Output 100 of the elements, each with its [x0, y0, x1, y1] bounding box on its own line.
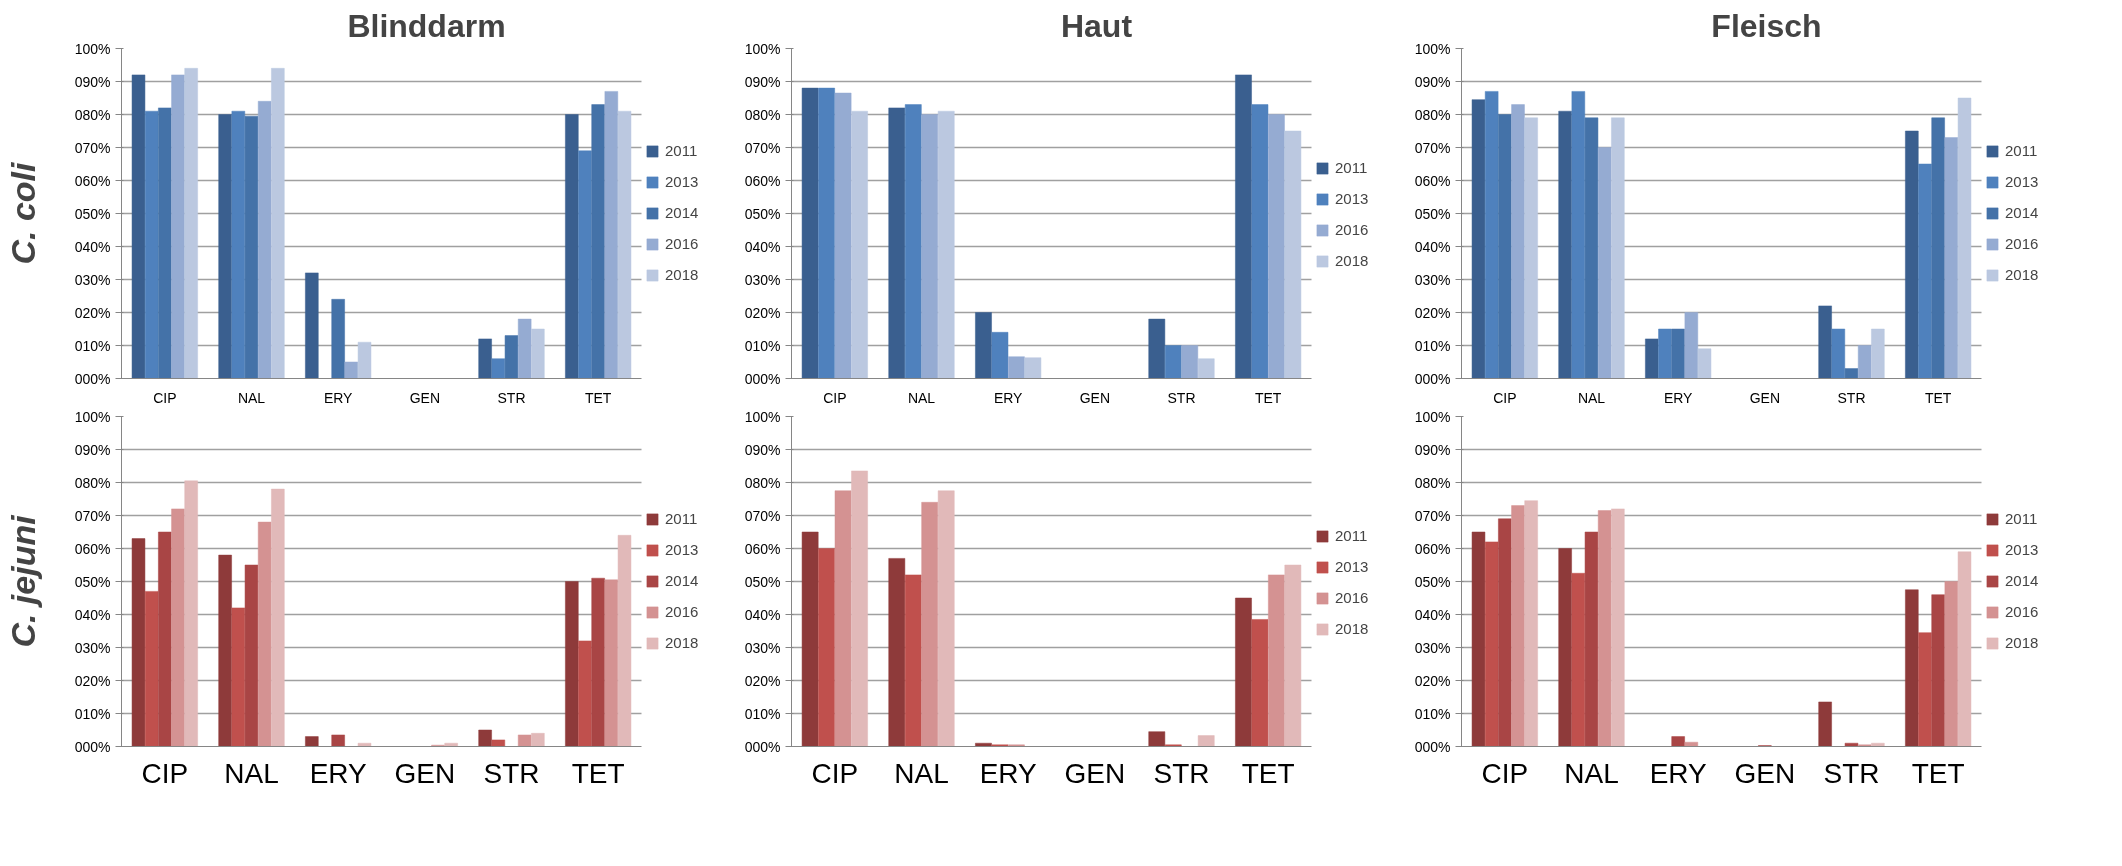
y-tick-label: 040%: [1414, 238, 1451, 255]
y-tick-label: 010%: [74, 705, 111, 722]
legend-label: 2016: [2005, 235, 2039, 252]
legend-label: 2011: [665, 142, 698, 159]
y-tick-label: 100%: [1414, 40, 1451, 57]
legend-label: 2018: [1335, 252, 1369, 269]
y-tick-label: 050%: [1414, 205, 1451, 222]
y-tick-label: 080%: [74, 474, 111, 491]
legend-label: 2011: [2005, 510, 2038, 527]
x-tick-label: NAL: [907, 389, 936, 406]
y-tick-label: 080%: [74, 106, 111, 123]
chart-title: Blinddarm: [347, 7, 506, 44]
y-tick-label: 000%: [1414, 370, 1451, 387]
legend-label: 2013: [1335, 190, 1369, 207]
y-tick-label: 040%: [744, 238, 781, 255]
y-tick-label: 010%: [1414, 337, 1451, 354]
y-tick-label: 000%: [744, 370, 781, 387]
y-tick-label: 100%: [74, 408, 111, 425]
y-tick-label: 000%: [1414, 738, 1451, 755]
y-tick-label: 020%: [744, 304, 781, 321]
x-tick-label: STR: [497, 389, 526, 406]
x-tick-label: STR: [483, 757, 540, 789]
legend-label: 2016: [1335, 589, 1369, 606]
legend-label: 2011: [2005, 142, 2038, 159]
y-tick-label: 090%: [74, 441, 111, 458]
y-tick-label: 030%: [744, 271, 781, 288]
x-tick-label: GEN: [1064, 757, 1126, 789]
x-tick-label: TET: [584, 389, 612, 406]
y-tick-label: 080%: [1414, 106, 1451, 123]
x-tick-label: CIP: [153, 389, 177, 406]
x-tick-label: CIP: [141, 757, 189, 789]
x-tick-label: ERY: [979, 757, 1038, 789]
y-tick-label: 020%: [74, 672, 111, 689]
x-tick-label: CIP: [1493, 389, 1517, 406]
legend-label: 2014: [665, 572, 699, 589]
y-tick-label: 100%: [744, 408, 781, 425]
y-tick-label: 090%: [1414, 441, 1451, 458]
y-tick-label: 010%: [744, 337, 781, 354]
x-tick-label: STR: [1153, 757, 1210, 789]
y-tick-label: 030%: [74, 639, 111, 656]
x-tick-label: STR: [1823, 757, 1880, 789]
y-tick-label: 020%: [74, 304, 111, 321]
x-tick-label: GEN: [1734, 757, 1796, 789]
legend-label: 2016: [665, 235, 699, 252]
y-tick-label: 080%: [744, 474, 781, 491]
legend-label: 2016: [1335, 221, 1369, 238]
x-tick-label: CIP: [811, 757, 859, 789]
y-tick-label: 040%: [74, 606, 111, 623]
x-tick-label: NAL: [1577, 389, 1606, 406]
x-tick-label: ERY: [993, 389, 1024, 406]
y-tick-label: 060%: [744, 172, 781, 189]
legend-label: 2016: [2005, 603, 2039, 620]
y-tick-label: 080%: [1414, 474, 1451, 491]
y-tick-label: 090%: [74, 73, 111, 90]
x-tick-label: NAL: [1564, 757, 1619, 789]
x-tick-label: CIP: [1481, 757, 1529, 789]
y-tick-label: 060%: [74, 540, 111, 557]
y-tick-label: 100%: [744, 40, 781, 57]
legend-label: 2013: [665, 173, 699, 190]
y-tick-label: 060%: [74, 172, 111, 189]
y-axis-title: C. jejuni: [3, 513, 42, 648]
y-tick-label: 040%: [744, 606, 781, 623]
y-tick-label: 030%: [1414, 639, 1451, 656]
x-tick-label: ERY: [323, 389, 354, 406]
y-tick-label: 030%: [744, 639, 781, 656]
y-tick-label: 070%: [74, 507, 111, 524]
y-tick-label: 100%: [1414, 408, 1451, 425]
y-tick-label: 000%: [74, 370, 111, 387]
x-tick-label: TET: [1254, 389, 1282, 406]
y-tick-label: 090%: [1414, 73, 1451, 90]
legend-label: 2018: [2005, 266, 2039, 283]
y-tick-label: 050%: [744, 205, 781, 222]
x-tick-label: STR: [1167, 389, 1196, 406]
y-tick-label: 000%: [74, 738, 111, 755]
y-tick-label: 080%: [744, 106, 781, 123]
y-tick-label: 050%: [74, 573, 111, 590]
legend-label: 2013: [1335, 558, 1369, 575]
legend-label: 2018: [2005, 634, 2039, 651]
y-tick-label: 070%: [1414, 139, 1451, 156]
x-tick-label: NAL: [237, 389, 266, 406]
y-tick-label: 030%: [1414, 271, 1451, 288]
y-tick-label: 030%: [74, 271, 111, 288]
x-tick-label: GEN: [409, 389, 441, 406]
y-tick-label: 050%: [74, 205, 111, 222]
y-tick-label: 010%: [744, 705, 781, 722]
x-tick-label: STR: [1837, 389, 1866, 406]
x-tick-label: GEN: [1749, 389, 1781, 406]
y-tick-label: 060%: [744, 540, 781, 557]
y-tick-label: 000%: [744, 738, 781, 755]
chart-title: Haut: [1060, 7, 1133, 44]
x-tick-label: ERY: [309, 757, 368, 789]
x-tick-label: GEN: [1079, 389, 1111, 406]
x-tick-label: CIP: [823, 389, 847, 406]
y-tick-label: 020%: [1414, 672, 1451, 689]
y-tick-label: 060%: [1414, 172, 1451, 189]
x-tick-label: ERY: [1649, 757, 1708, 789]
legend-label: 2014: [2005, 572, 2039, 589]
y-tick-label: 070%: [744, 139, 781, 156]
legend-label: 2018: [665, 634, 699, 651]
legend-label: 2018: [1335, 620, 1369, 637]
